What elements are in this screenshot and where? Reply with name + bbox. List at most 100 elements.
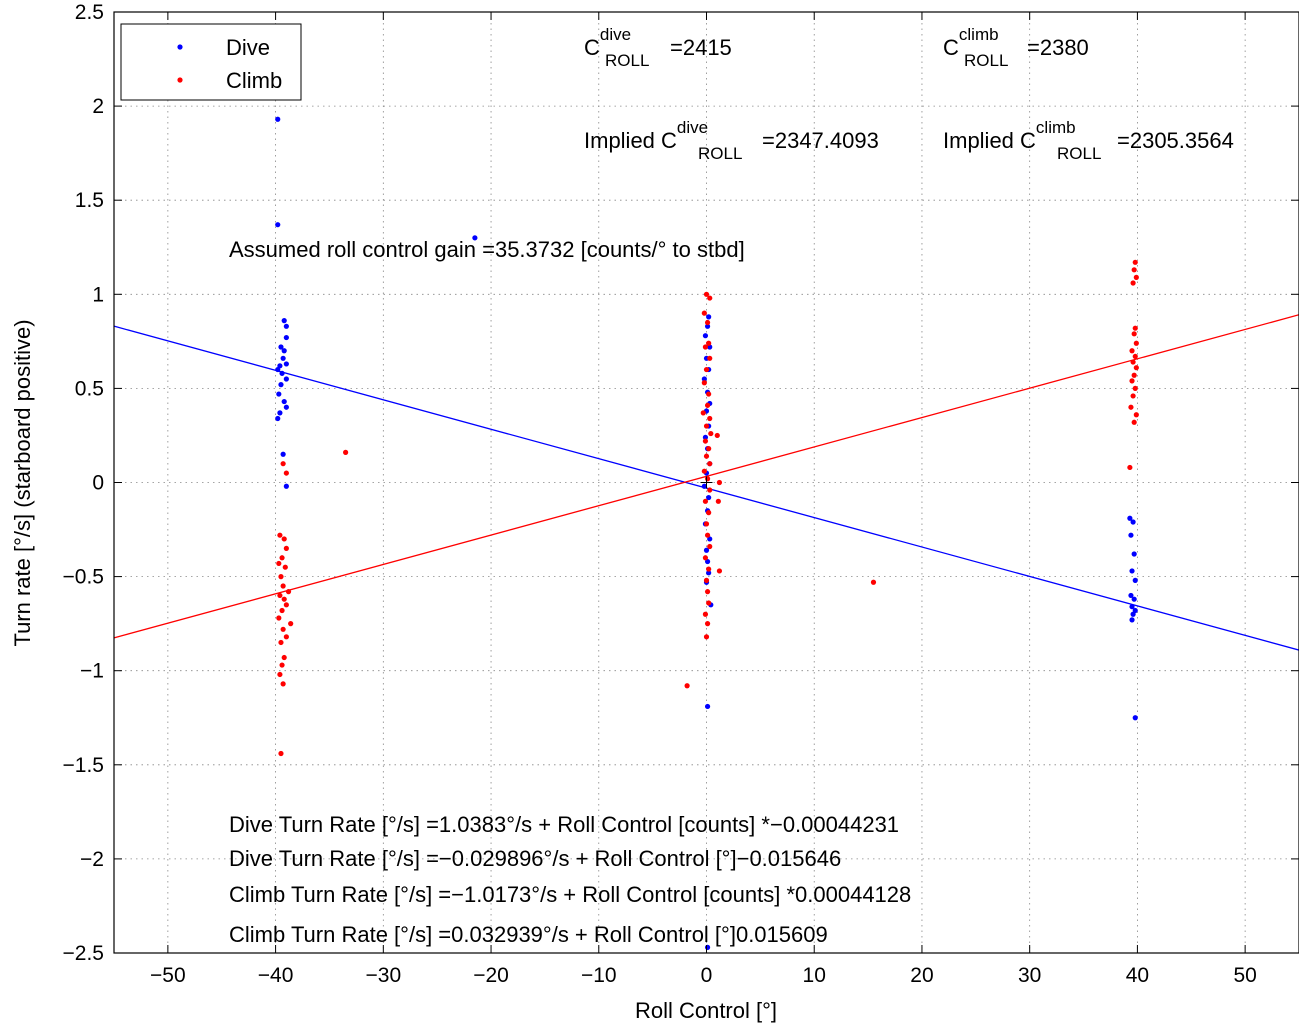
dive-point [280,355,286,361]
y-tick-label: −0.5 [63,566,104,589]
climb-point [703,453,710,459]
climb-point [702,344,709,350]
climb-point [277,671,283,678]
x-tick-label: 40 [1126,964,1149,987]
dive-point [278,344,284,350]
y-tick-label: −1.5 [63,754,104,777]
dive-point [283,334,289,341]
climb-point [702,611,709,617]
climb-point [706,566,712,572]
y-axis-label: Turn rate [°/s] (starboard positive) [10,319,35,646]
dive-point [275,222,281,228]
dive-point [1132,607,1138,614]
dive-point [1129,617,1135,623]
climb-point [707,415,713,422]
dive-point [1129,604,1135,610]
climb-point [280,583,286,589]
climb-point [704,621,711,627]
climb-point [283,602,289,608]
dive-point [283,323,289,329]
dive-point [706,494,712,501]
climb-point [703,291,710,297]
climb-point [704,532,711,538]
climb-point [701,468,707,474]
climb-point [1133,274,1139,280]
x-tick-label: 20 [910,964,933,987]
dive-point [281,318,287,324]
climb-point [1131,419,1137,425]
climb-point [716,479,723,486]
climb-point [703,634,710,640]
climb-point [283,470,289,476]
x-tick-label: 50 [1233,964,1256,987]
dive-point [1127,515,1133,521]
y-tick-label: 1.5 [75,189,104,212]
climb-point [714,432,720,439]
climb-point [279,607,285,614]
climb-point [1129,348,1135,354]
climb-point [281,654,287,661]
climb-point [684,683,690,689]
climb-point [1130,393,1136,399]
climb-point [277,592,283,599]
climb-point [706,340,712,346]
climb-point [702,438,709,444]
dive-point [283,483,289,489]
c-roll-climb-annotation: Cclimb ROLL=2380 [943,25,1089,70]
dive-point [704,323,711,329]
dive-point [275,366,281,373]
climb-point [276,615,282,621]
climb-equation-counts: Climb Turn Rate [°/s] =−1.0173°/s + Roll… [229,882,911,907]
climb-point [707,461,713,467]
climb-point [703,521,710,527]
climb-point [1133,412,1139,418]
climb-point [343,449,349,455]
dive-point [275,415,281,422]
dive-point [701,483,707,489]
dive-point [1128,592,1134,599]
dive-point [704,703,711,710]
axis-ticks [114,11,1299,954]
climb-point [278,574,284,580]
implied-c-roll-dive-annotation: Implied Cdive ROLL=2347.4093 [584,118,879,163]
y-tick-label: −1 [80,660,104,683]
dive-point [283,404,289,410]
dive-point [281,398,287,405]
dive-point [275,116,281,122]
legend: Dive Climb [120,23,302,101]
climb-point [283,634,289,640]
x-tick-label: −30 [366,964,402,987]
dive-point [1132,715,1138,721]
y-tick-label: 1 [92,283,104,306]
dive-point [283,361,289,367]
climb-point [707,487,713,493]
dive-point [703,547,710,553]
dive-point [283,376,289,382]
y-tick-label: 0 [92,472,104,495]
x-tick-labels: −50 −40 −30 −20 −10 0 10 20 30 40 50 [150,964,1257,987]
dive-point [277,410,283,416]
climb-point [1131,267,1137,273]
climb-point [285,589,292,595]
dive-point [276,391,282,397]
climb-point [277,532,283,538]
climb-point [706,446,712,452]
climb-point [279,662,285,668]
x-tick-label: −40 [258,964,294,987]
x-tick-label: −10 [581,964,617,987]
c-roll-dive-annotation: Cdive ROLL=2415 [584,25,732,70]
climb-point [715,498,721,504]
dive-point [701,376,707,382]
climb-point [700,410,706,416]
climb-point [707,295,713,301]
climb-point [716,568,723,574]
dive-point [702,434,709,440]
climb-point [1132,259,1138,265]
legend-dive-label: Dive [226,35,270,60]
dive-equation-degrees: Dive Turn Rate [°/s] =−0.029896°/s + Rol… [229,846,841,871]
climb-point [281,536,287,542]
climb-point [704,402,711,408]
data-points [275,116,1139,950]
legend-box [120,23,302,101]
